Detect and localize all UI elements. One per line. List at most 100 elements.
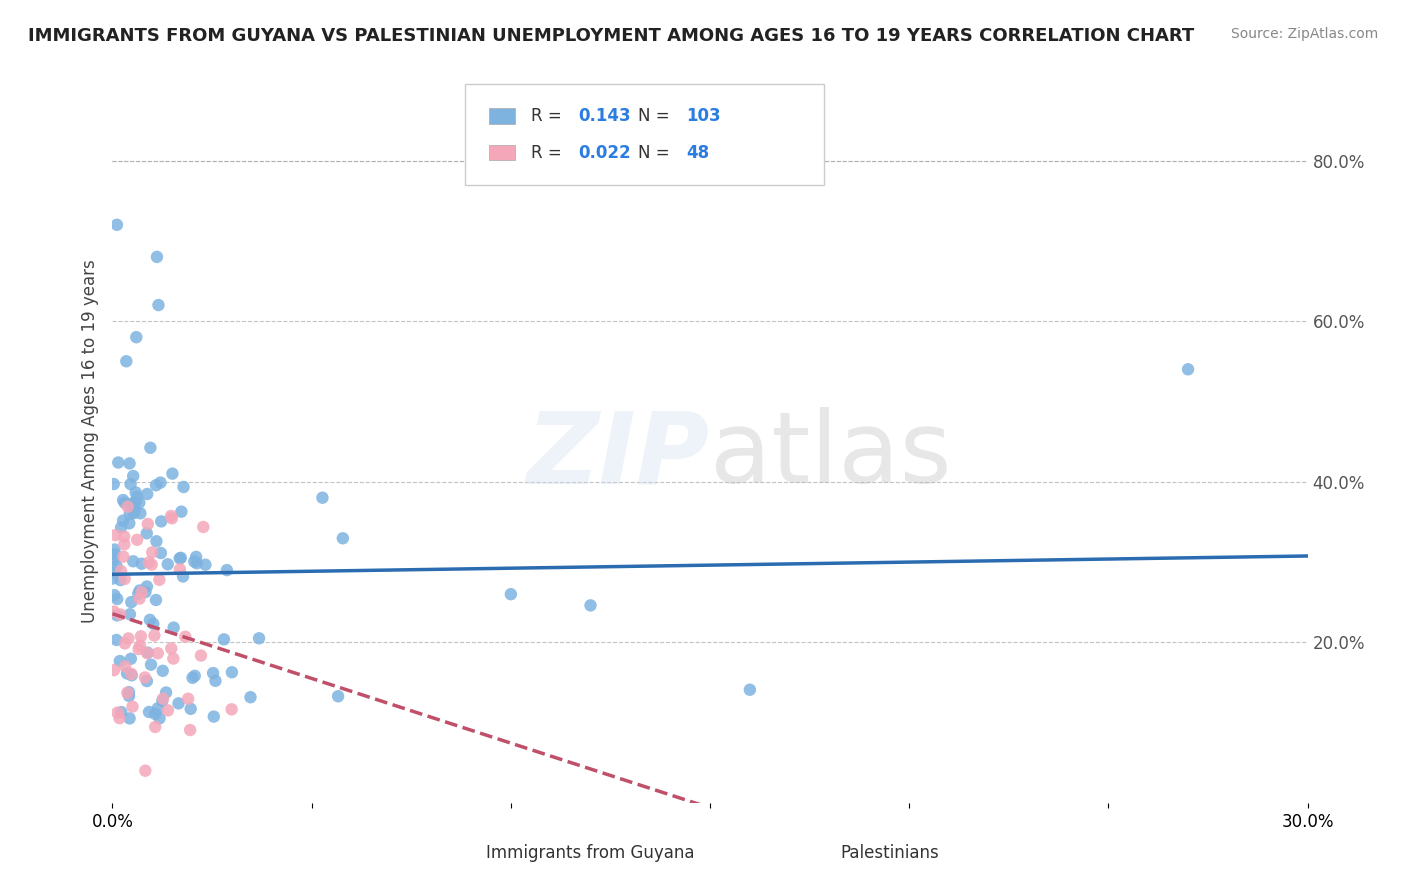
Point xyxy=(114,636,136,650)
Point xyxy=(120,667,142,681)
Point xyxy=(143,720,166,734)
Point xyxy=(148,573,170,587)
Point xyxy=(108,654,131,668)
Point xyxy=(136,516,159,531)
Point xyxy=(127,490,149,504)
Point xyxy=(170,550,193,565)
Point xyxy=(160,508,183,523)
Point xyxy=(134,585,156,599)
Point xyxy=(204,673,226,688)
FancyBboxPatch shape xyxy=(776,848,801,864)
Point xyxy=(105,592,128,607)
Point xyxy=(122,506,145,520)
Point xyxy=(141,545,163,559)
Point xyxy=(117,500,139,514)
Point xyxy=(156,558,179,572)
Point xyxy=(124,495,146,509)
Point xyxy=(155,685,177,699)
Point xyxy=(125,330,148,344)
Point xyxy=(579,599,602,613)
Point xyxy=(202,666,225,681)
FancyBboxPatch shape xyxy=(477,848,503,864)
Point xyxy=(105,558,128,573)
FancyBboxPatch shape xyxy=(489,145,515,161)
Point xyxy=(118,456,141,470)
Point xyxy=(112,549,135,564)
Point xyxy=(148,298,170,312)
Point xyxy=(194,558,217,572)
Point xyxy=(110,520,132,534)
Point xyxy=(112,537,135,551)
Text: atlas: atlas xyxy=(710,408,952,505)
Point xyxy=(136,646,159,660)
Point xyxy=(135,673,157,688)
Point xyxy=(738,682,761,697)
Point xyxy=(156,703,179,717)
Point xyxy=(114,496,136,510)
Point xyxy=(103,547,125,561)
FancyBboxPatch shape xyxy=(465,84,824,185)
Point xyxy=(326,690,349,704)
Point xyxy=(134,764,156,778)
Point xyxy=(143,628,166,642)
Point xyxy=(115,666,138,681)
Point xyxy=(117,686,139,700)
Point xyxy=(105,632,128,647)
Point xyxy=(127,587,149,601)
Point xyxy=(122,554,145,568)
FancyBboxPatch shape xyxy=(489,109,515,124)
Point xyxy=(145,478,167,492)
Point xyxy=(152,691,174,706)
Point xyxy=(160,511,183,525)
Text: R =: R = xyxy=(531,144,567,161)
Point xyxy=(105,218,128,232)
Point xyxy=(1177,362,1199,376)
Point xyxy=(115,354,138,368)
Point xyxy=(162,651,184,665)
Point xyxy=(112,493,135,508)
Point xyxy=(135,526,157,541)
Point xyxy=(183,554,205,568)
Point xyxy=(128,591,150,606)
Point xyxy=(181,671,204,685)
Point xyxy=(169,562,191,576)
Point xyxy=(148,711,170,725)
Text: Immigrants from Guyana: Immigrants from Guyana xyxy=(486,845,695,863)
Point xyxy=(311,491,333,505)
Point xyxy=(221,702,243,716)
Point xyxy=(138,705,160,719)
Point xyxy=(110,705,132,719)
Point xyxy=(215,563,238,577)
Point xyxy=(139,613,162,627)
Point xyxy=(145,593,167,607)
Point xyxy=(150,515,173,529)
Point xyxy=(103,605,125,619)
Point xyxy=(162,621,184,635)
Point xyxy=(112,529,135,543)
Text: 48: 48 xyxy=(686,144,709,161)
Point xyxy=(122,469,145,483)
Point xyxy=(107,456,129,470)
Point xyxy=(129,639,152,653)
Point xyxy=(104,566,127,580)
Point xyxy=(160,641,183,656)
Text: N =: N = xyxy=(638,107,675,126)
Point xyxy=(247,632,270,646)
Text: Source: ZipAtlas.com: Source: ZipAtlas.com xyxy=(1230,27,1378,41)
Point xyxy=(138,556,160,570)
Point xyxy=(332,531,354,545)
Point xyxy=(112,514,135,528)
Point xyxy=(127,533,149,547)
Point xyxy=(193,520,215,534)
Point xyxy=(152,664,174,678)
Point xyxy=(186,556,208,570)
Point xyxy=(135,580,157,594)
Text: 103: 103 xyxy=(686,107,721,126)
Point xyxy=(114,659,136,673)
Point xyxy=(108,711,131,725)
Point xyxy=(146,701,169,715)
Point xyxy=(136,487,159,501)
Point xyxy=(179,723,201,737)
Point xyxy=(118,685,141,699)
Point xyxy=(110,607,132,622)
